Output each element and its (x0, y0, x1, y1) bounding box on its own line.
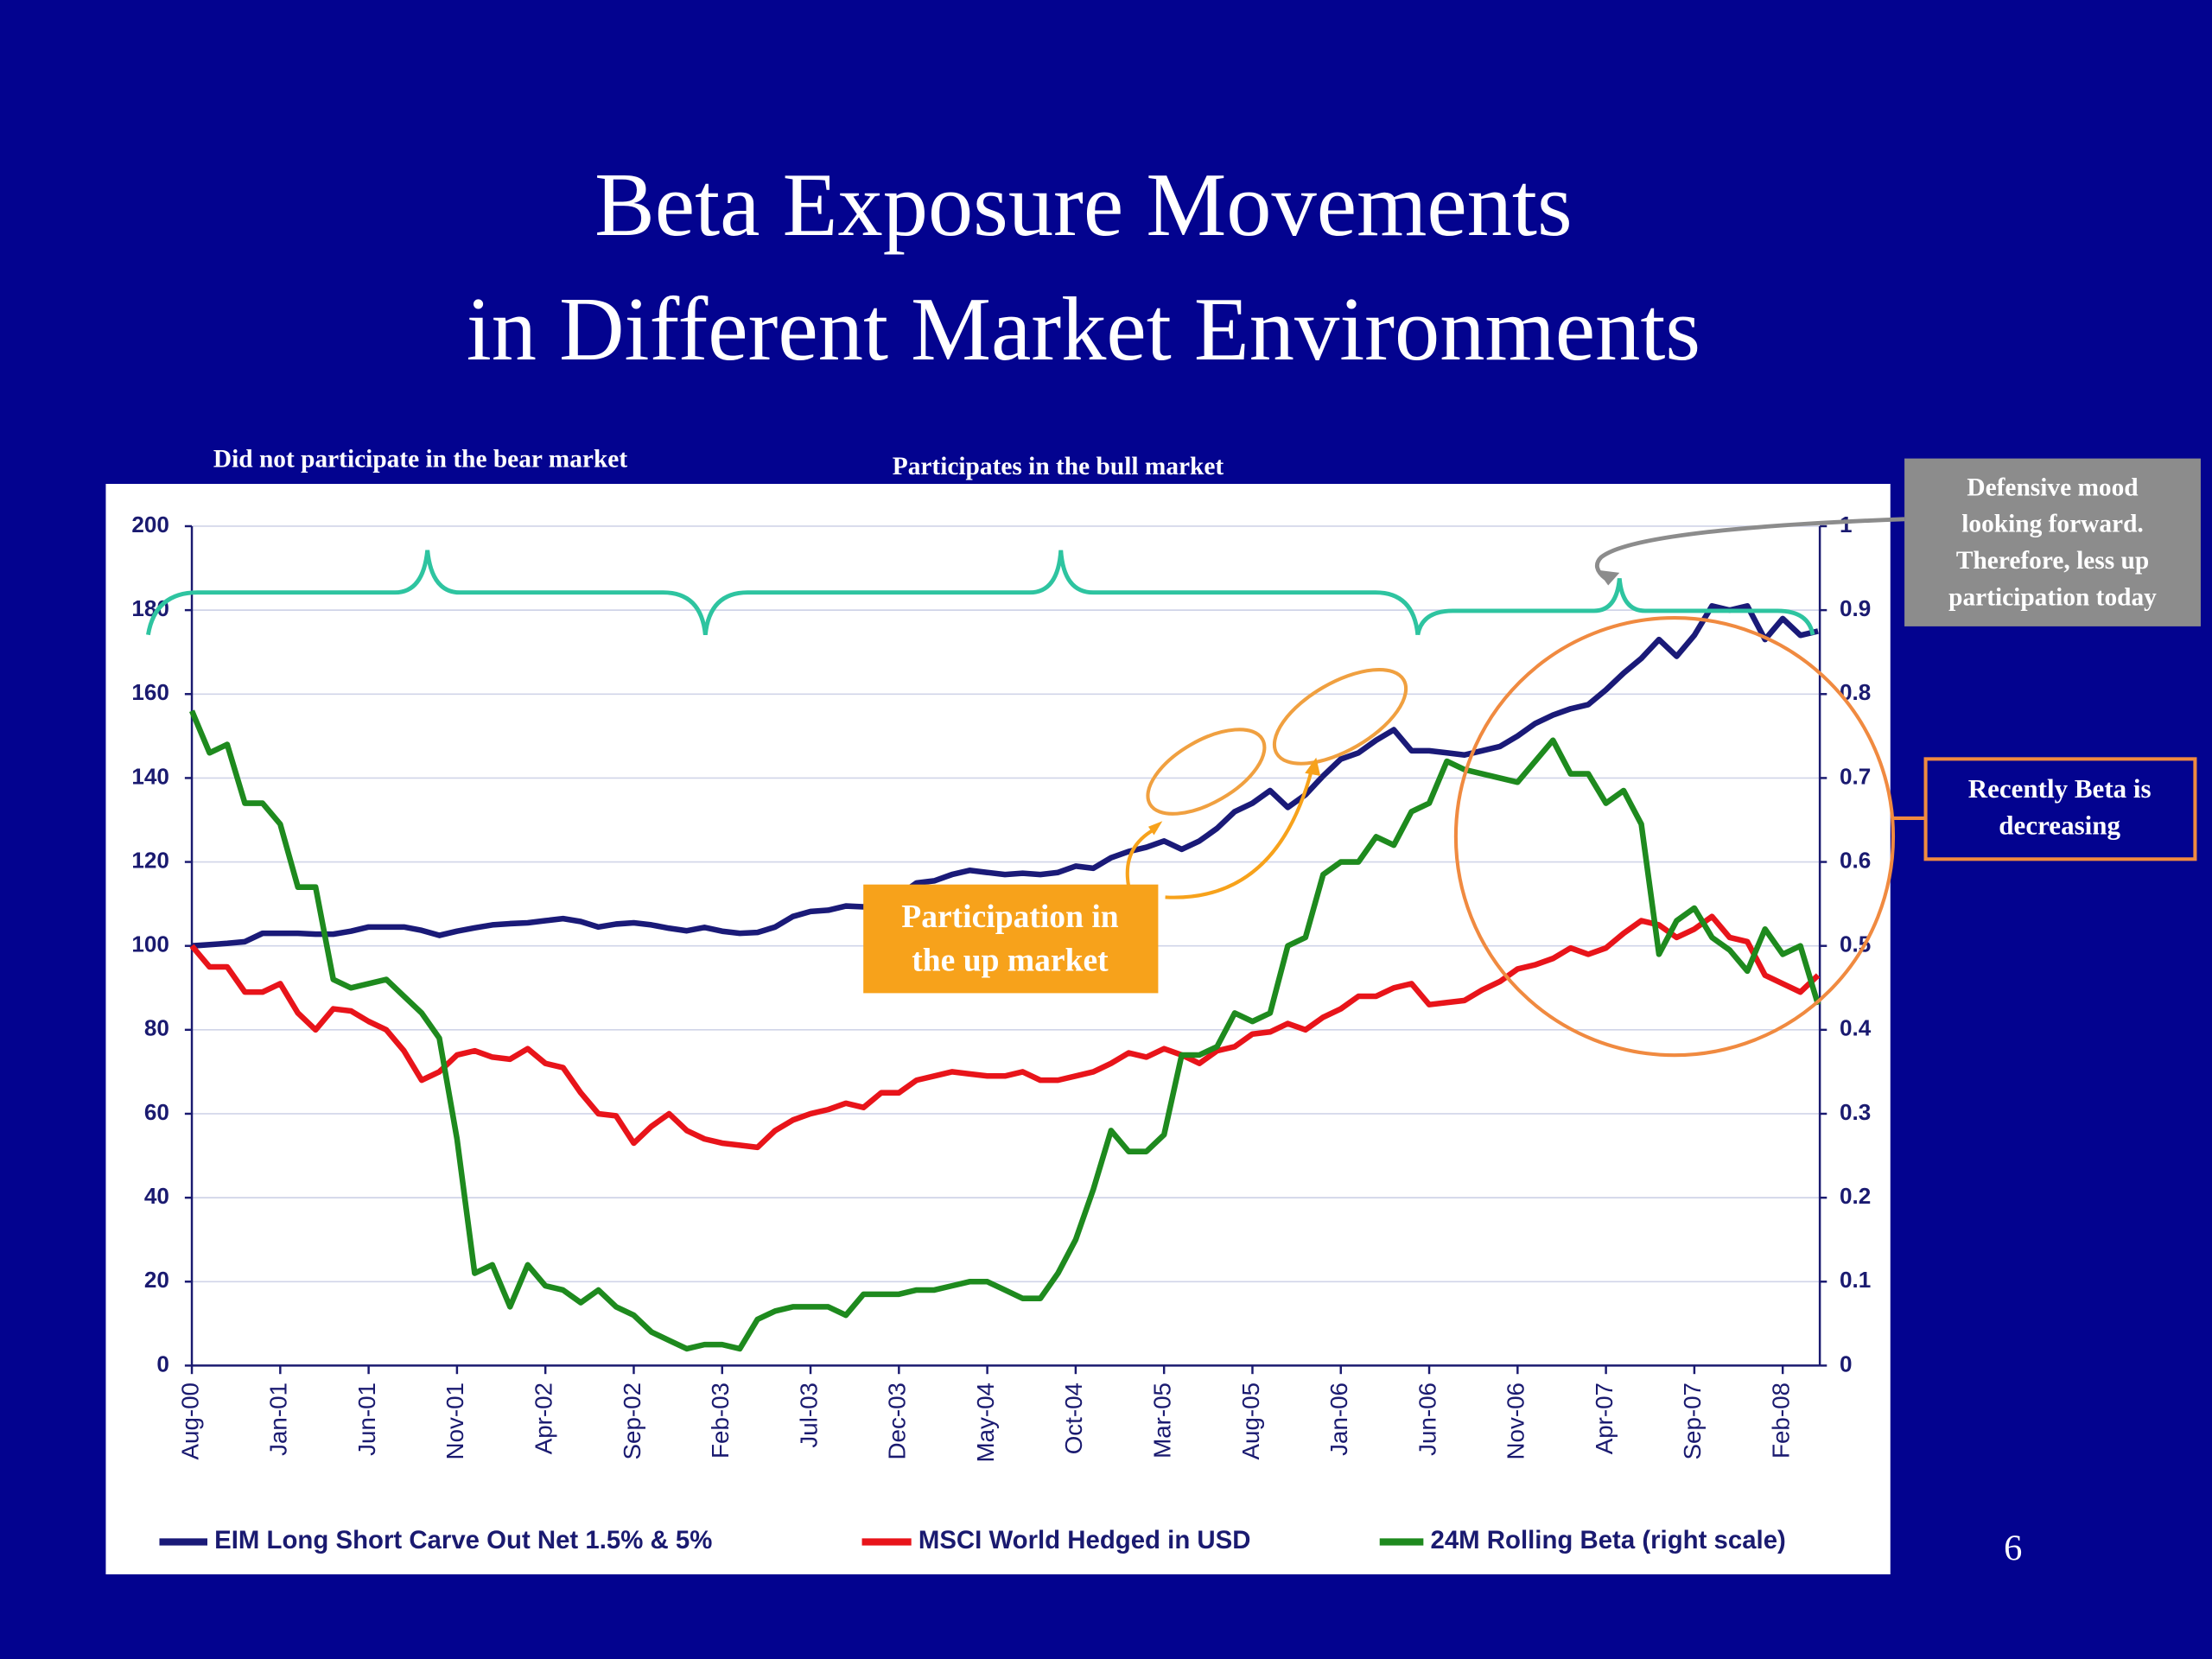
annotation: Participates in the bull market (893, 453, 1224, 480)
y-tick-label: 40 (144, 1183, 169, 1209)
series-line (189, 913, 1821, 1151)
x-tick-label: Aug-00 (176, 1382, 203, 1459)
callout-text: Defensive mood (1967, 474, 2138, 501)
arrow (1165, 768, 1314, 899)
callout-text: participation today (1948, 584, 2157, 612)
title: in Different Market Environments (467, 279, 1700, 379)
x-tick-label: Mar-05 (1149, 1382, 1176, 1459)
callout (863, 884, 1159, 994)
y-tick-label: 100 (131, 931, 169, 957)
x-tick-label: May-04 (972, 1382, 999, 1463)
y2-tick-label: 0.9 (1840, 595, 1871, 621)
callout-text: Participation in (901, 899, 1118, 935)
legend-label: MSCI World Hedged in USD (918, 1526, 1251, 1554)
y-tick-label: 140 (131, 763, 169, 789)
x-tick-label: Aug-05 (1237, 1382, 1264, 1459)
plot: 0 20 40 60 80 100 120 140 160 180 200 0 0.1 0.2 0.3 0.4… (131, 512, 1871, 1554)
brace (146, 550, 1421, 636)
y-tick-label: 120 (131, 847, 169, 873)
y-tick-label: 80 (144, 1015, 169, 1041)
y2-tick-label: 0.3 (1840, 1099, 1871, 1125)
callout (1904, 458, 2201, 626)
ellipse (1272, 668, 1408, 766)
x-tick-label: Jun-01 (353, 1382, 380, 1456)
y-tick-label: 20 (144, 1267, 169, 1293)
x-tick-label: Dec-03 (884, 1382, 911, 1459)
x-tick-label: Jan-06 (1325, 1382, 1352, 1456)
page-number: 6 (2004, 1529, 2022, 1569)
series-line (191, 602, 1819, 949)
y2-tick-label: 0.2 (1840, 1183, 1871, 1209)
title: Beta Exposure Movements (594, 155, 1573, 255)
callout (1923, 757, 2197, 861)
callout-text: the up market (912, 944, 1109, 979)
x-tick-label: Feb-08 (1768, 1382, 1795, 1459)
x-tick-label: Apr-02 (531, 1382, 557, 1454)
y-tick-label: 200 (131, 512, 169, 537)
y-tick-label: 60 (144, 1099, 169, 1125)
arrow-head (1147, 821, 1163, 836)
arrow (1125, 826, 1158, 887)
x-tick-label: Feb-03 (707, 1382, 734, 1459)
arrow (1594, 517, 1905, 581)
y2-tick-label: 0 (1840, 1351, 1853, 1376)
braces (146, 550, 1815, 636)
x-tick-label: Jul-03 (795, 1382, 822, 1448)
y2-tick-label: 0.4 (1840, 1015, 1872, 1041)
brace (1415, 578, 1815, 636)
y2-tick-label: 0.1 (1840, 1267, 1871, 1293)
callout-text: decreasing (1999, 810, 2120, 840)
y-tick-label: 0 (156, 1351, 169, 1376)
legend-label: 24M Rolling Beta (right scale) (1431, 1526, 1786, 1554)
x-tick-label: Sep-07 (1679, 1382, 1706, 1459)
y-tick-label: 160 (131, 679, 169, 705)
legend-label: EIM Long Short Carve Out Net 1.5% & 5% (214, 1526, 712, 1554)
x-tick-label: Nov-01 (442, 1382, 468, 1459)
x-tick-label: Apr-07 (1591, 1382, 1618, 1454)
x-tick-label: Sep-02 (619, 1382, 645, 1459)
series-line (189, 709, 1821, 1352)
callout-text: Recently Beta is (1968, 773, 2152, 804)
x-tick-label: Oct-04 (1060, 1382, 1087, 1454)
y2-tick-label: 0.7 (1840, 763, 1871, 789)
circle (1453, 616, 1896, 1058)
y2-tick-label: 0.6 (1840, 847, 1871, 873)
annotation: Did not participate in the bear market (213, 446, 627, 474)
x-tick-label: Jun-06 (1414, 1382, 1440, 1456)
ellipse (1146, 728, 1267, 816)
y-tick-label: 180 (131, 595, 169, 621)
highlights (1125, 616, 1926, 1058)
x-tick-label: Nov-06 (1503, 1382, 1529, 1459)
arrow-head (1597, 569, 1620, 586)
y2-tick-label: 1 (1840, 512, 1853, 537)
callout-text: Therefore, less up (1956, 547, 2149, 575)
callout-text: looking forward. (1961, 511, 2144, 538)
x-tick-label: Jan-01 (265, 1382, 292, 1456)
arrow-head (1305, 757, 1321, 776)
